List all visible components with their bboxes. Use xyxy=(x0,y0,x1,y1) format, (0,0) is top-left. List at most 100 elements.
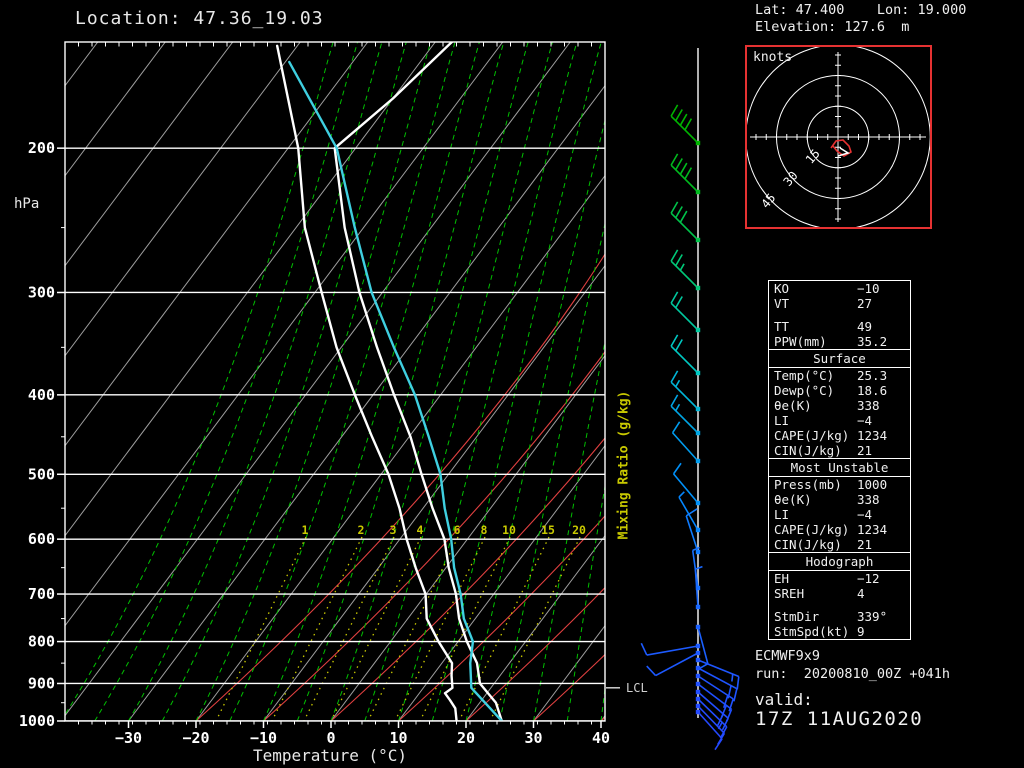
wind-barb xyxy=(670,201,701,243)
valid-label: valid: xyxy=(755,690,813,709)
axes-ticks-labels: 200 300 400 500 600 700 800 900 1000 −30 −20 −10 0 10… xyxy=(19,42,620,747)
mixing-ratio-label: 15 xyxy=(541,523,555,537)
stats-value: −10 xyxy=(857,281,880,296)
stats-row xyxy=(769,601,910,609)
stats-label: CIN(J/kg) xyxy=(774,443,842,458)
stats-row: CAPE(J/kg) 1234 xyxy=(769,522,910,537)
stats-value xyxy=(857,311,905,319)
wind-barb xyxy=(670,394,701,436)
stats-label: CIN(J/kg) xyxy=(774,537,842,552)
stats-section-header: Hodograph xyxy=(769,552,910,571)
stats-label: StmDir xyxy=(774,609,820,624)
stats-label: TT xyxy=(774,319,790,334)
pressure-tick-label: 900 xyxy=(28,674,55,692)
stats-label: CAPE(J/kg) xyxy=(774,522,850,537)
pressure-tick-label: 400 xyxy=(28,386,55,404)
mixing-ratio-label: 4 xyxy=(417,523,424,537)
mixing-ratio-value-labels: 1 2 3 4 6 8 10 15 20 xyxy=(302,523,586,537)
stats-row: CIN(J/kg) 21 xyxy=(769,537,910,552)
mixing-ratio-label: 8 xyxy=(481,523,488,537)
isotherm-lines xyxy=(65,42,605,721)
stats-row: EH −12 xyxy=(769,571,910,586)
stats-value: 9 xyxy=(857,624,865,639)
stats-row: Temp(°C) 25.3 xyxy=(769,368,910,383)
pressure-tick-label: 600 xyxy=(28,530,55,548)
pressure-tick-label: 700 xyxy=(28,585,55,603)
temperature-tick-label: −30 xyxy=(115,729,142,747)
stats-value: 338 xyxy=(857,492,880,507)
stats-label xyxy=(774,601,857,609)
stats-value: −4 xyxy=(857,507,873,522)
temperature-tick-label: 10 xyxy=(389,729,407,747)
wind-barb xyxy=(685,508,701,555)
stats-table: KO −10 VT 27 TT 49 PPW(mm) 35.2 Surface Temp(°C) 2… xyxy=(768,280,911,640)
sounding-traces xyxy=(275,42,503,721)
wind-barb xyxy=(670,291,701,333)
stats-row: Press(mb) 1000 xyxy=(769,477,910,492)
stats-label: θe(K) xyxy=(774,492,812,507)
stats-section-header: Surface xyxy=(769,349,910,368)
stats-row: StmDir 339° xyxy=(769,609,910,624)
mixing-ratio-label: 1 xyxy=(302,523,309,537)
stats-value: 4 xyxy=(857,586,865,601)
stats-value: 1000 xyxy=(857,477,888,492)
stats-label: Dewp(°C) xyxy=(774,383,835,398)
pressure-tick-label: 1000 xyxy=(19,712,55,730)
stats-section: Surface Temp(°C) 25.3 Dewp(°C) 18.6 θe(K) 338 L… xyxy=(769,349,910,458)
stats-label: SREH xyxy=(774,586,805,601)
model-name: ECMWF9x9 xyxy=(755,648,821,664)
mixing-ratio-label: 2 xyxy=(358,523,365,537)
stats-row: LI −4 xyxy=(769,413,910,428)
stats-value: 339° xyxy=(857,609,888,624)
stats-row: PPW(mm) 35.2 xyxy=(769,334,910,349)
mixing-ratio-label: 3 xyxy=(390,523,397,537)
stats-section-header: Most Unstable xyxy=(769,458,910,477)
stats-row: θe(K) 338 xyxy=(769,492,910,507)
wind-barb xyxy=(646,650,701,677)
storm-motion-arrow xyxy=(837,147,850,157)
hodograph-box xyxy=(745,45,932,229)
temperature-tick-label: 40 xyxy=(592,729,610,747)
stats-label: EH xyxy=(774,571,790,586)
stats-label: Temp(°C) xyxy=(774,368,835,383)
hodograph-ring-label: 45 xyxy=(759,191,779,211)
temperature-tick-label: 0 xyxy=(326,729,335,747)
stats-label: StmSpd(kt) xyxy=(774,624,850,639)
temperature-tick-label: 20 xyxy=(457,729,475,747)
stats-row: VT 27 xyxy=(769,296,910,311)
temperature-axis-label: Temperature (°C) xyxy=(252,746,408,765)
stats-label: PPW(mm) xyxy=(774,334,827,349)
temperature-tick-label: 30 xyxy=(524,729,542,747)
mixing-ratio-label: 6 xyxy=(454,523,461,537)
pressure-tick-label: 500 xyxy=(28,465,55,483)
stats-label: LI xyxy=(774,507,790,522)
mixing-ratio-axis-label: Mixing Ratio (g/kg) xyxy=(616,390,632,540)
valid-time: 17Z 11AUG2020 xyxy=(755,708,924,730)
stats-label: CAPE(J/kg) xyxy=(774,428,850,443)
stats-row xyxy=(769,311,910,319)
stats-label: KO xyxy=(774,281,790,296)
wind-barb xyxy=(695,709,723,751)
mixing-ratio-label: 10 xyxy=(502,523,516,537)
stats-row: SREH 4 xyxy=(769,586,910,601)
temperature-tick-label: −20 xyxy=(182,729,209,747)
stats-row: StmSpd(kt) 9 xyxy=(769,624,910,639)
parcel-trace xyxy=(288,60,503,721)
wind-barb xyxy=(640,642,701,656)
hodograph-units-label: knots xyxy=(753,50,793,65)
stats-value: −12 xyxy=(857,571,880,586)
hodograph-ring-label: 15 xyxy=(803,147,823,167)
pressure-tick-label: 300 xyxy=(28,283,55,301)
wind-barb xyxy=(672,462,701,506)
stats-value: 35.2 xyxy=(857,334,888,349)
stats-value: 21 xyxy=(857,443,873,458)
plot-area xyxy=(65,42,605,721)
lat-lon-readout: Lat: 47.400 Lon: 19.000 xyxy=(755,2,967,18)
stats-row: θe(K) 338 xyxy=(769,398,910,413)
wind-barb xyxy=(694,565,703,610)
mixing-ratio-label: 20 xyxy=(572,523,586,537)
temperature-tick-label: −10 xyxy=(250,729,277,747)
stats-row: CIN(J/kg) 21 xyxy=(769,443,910,458)
